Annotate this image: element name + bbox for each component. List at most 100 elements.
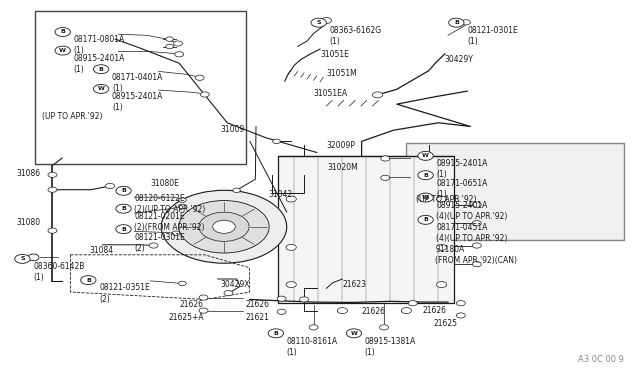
Circle shape (212, 220, 236, 233)
Text: W: W (351, 331, 357, 336)
Circle shape (199, 308, 208, 313)
Text: B: B (121, 188, 126, 193)
Circle shape (472, 202, 481, 207)
Text: (1): (1) (436, 170, 447, 179)
Circle shape (179, 198, 186, 202)
Circle shape (436, 282, 447, 288)
Circle shape (179, 204, 186, 209)
Circle shape (55, 46, 70, 55)
Text: S: S (316, 20, 321, 25)
Text: 21626: 21626 (245, 300, 269, 309)
Circle shape (116, 225, 131, 234)
Text: 32009P: 32009P (326, 141, 355, 150)
Circle shape (472, 221, 481, 226)
Text: B: B (60, 29, 65, 35)
Text: (1): (1) (74, 65, 84, 74)
Text: B: B (423, 217, 428, 222)
Text: 21625+A: 21625+A (168, 313, 204, 322)
Text: 08110-8161A: 08110-8161A (287, 337, 338, 346)
Text: 31020M: 31020M (328, 163, 358, 172)
Circle shape (224, 291, 233, 296)
Text: (UP TO APR.'92): (UP TO APR.'92) (42, 112, 102, 121)
Text: 21625: 21625 (434, 319, 458, 328)
Text: 31042: 31042 (269, 190, 293, 199)
Text: 08171-0801A: 08171-0801A (74, 35, 125, 44)
Text: B: B (86, 278, 91, 283)
Text: 08120-6122E: 08120-6122E (134, 194, 185, 203)
Circle shape (456, 313, 465, 318)
Circle shape (380, 325, 388, 330)
Text: (1): (1) (436, 190, 447, 199)
Circle shape (408, 301, 417, 306)
Text: 31180A: 31180A (435, 245, 465, 254)
Text: (1): (1) (112, 84, 123, 93)
Circle shape (449, 18, 464, 27)
Text: (2)(FROM APR.'92): (2)(FROM APR.'92) (134, 223, 205, 232)
Text: (4)(UP TO APR.'92): (4)(UP TO APR.'92) (436, 234, 508, 243)
Circle shape (436, 196, 447, 202)
Text: 08915-1381A: 08915-1381A (365, 337, 416, 346)
Circle shape (116, 186, 131, 195)
Text: B: B (273, 331, 278, 336)
Circle shape (311, 18, 326, 27)
Circle shape (48, 172, 57, 177)
Text: 30429X: 30429X (221, 280, 250, 289)
Text: (2)(UP TO APR.'92): (2)(UP TO APR.'92) (134, 205, 205, 214)
Text: B: B (121, 227, 126, 232)
Text: (UP TO APR.'92): (UP TO APR.'92) (416, 195, 477, 204)
Text: 31051EA: 31051EA (314, 89, 348, 98)
Circle shape (300, 297, 308, 302)
Text: (4)(UP TO APR.'92): (4)(UP TO APR.'92) (436, 212, 508, 221)
Circle shape (179, 281, 186, 286)
Circle shape (461, 20, 470, 25)
Circle shape (179, 201, 269, 253)
Circle shape (472, 262, 481, 267)
Text: 21621: 21621 (245, 313, 269, 322)
Circle shape (173, 41, 182, 46)
Circle shape (81, 276, 96, 285)
Text: W: W (60, 48, 66, 53)
Text: (1): (1) (330, 37, 340, 46)
Text: 21623: 21623 (342, 280, 367, 289)
Text: W: W (98, 86, 104, 92)
Circle shape (277, 309, 286, 314)
Circle shape (381, 156, 390, 161)
Circle shape (381, 175, 390, 180)
Text: 31051M: 31051M (326, 69, 357, 78)
Circle shape (401, 308, 412, 314)
Circle shape (337, 308, 348, 314)
Text: 31009: 31009 (221, 125, 245, 134)
Text: S: S (20, 256, 25, 262)
Circle shape (418, 151, 433, 160)
Text: W: W (422, 153, 429, 158)
Circle shape (472, 243, 481, 248)
Text: 31051E: 31051E (320, 50, 349, 59)
Text: W: W (422, 195, 429, 200)
Circle shape (436, 244, 447, 250)
Circle shape (277, 296, 286, 301)
Text: B: B (454, 20, 459, 25)
Bar (406, 143, 624, 240)
Circle shape (286, 282, 296, 288)
Circle shape (268, 329, 284, 338)
Text: (1): (1) (287, 348, 298, 357)
Text: 08171-0451A: 08171-0451A (436, 223, 488, 232)
Circle shape (321, 17, 332, 23)
Circle shape (15, 254, 30, 263)
Circle shape (286, 196, 296, 202)
Text: 21626: 21626 (422, 306, 447, 315)
Text: 31084: 31084 (90, 246, 114, 254)
Circle shape (418, 215, 433, 224)
Circle shape (286, 244, 296, 250)
Circle shape (161, 190, 287, 263)
Circle shape (93, 65, 109, 74)
Text: (2): (2) (99, 295, 110, 304)
Text: 31080E: 31080E (150, 179, 179, 187)
Text: B: B (99, 67, 104, 72)
Text: 21626: 21626 (362, 307, 385, 316)
Circle shape (199, 295, 208, 300)
Circle shape (418, 193, 433, 202)
Circle shape (199, 212, 249, 241)
Text: 21626: 21626 (179, 300, 204, 309)
Circle shape (175, 52, 184, 57)
